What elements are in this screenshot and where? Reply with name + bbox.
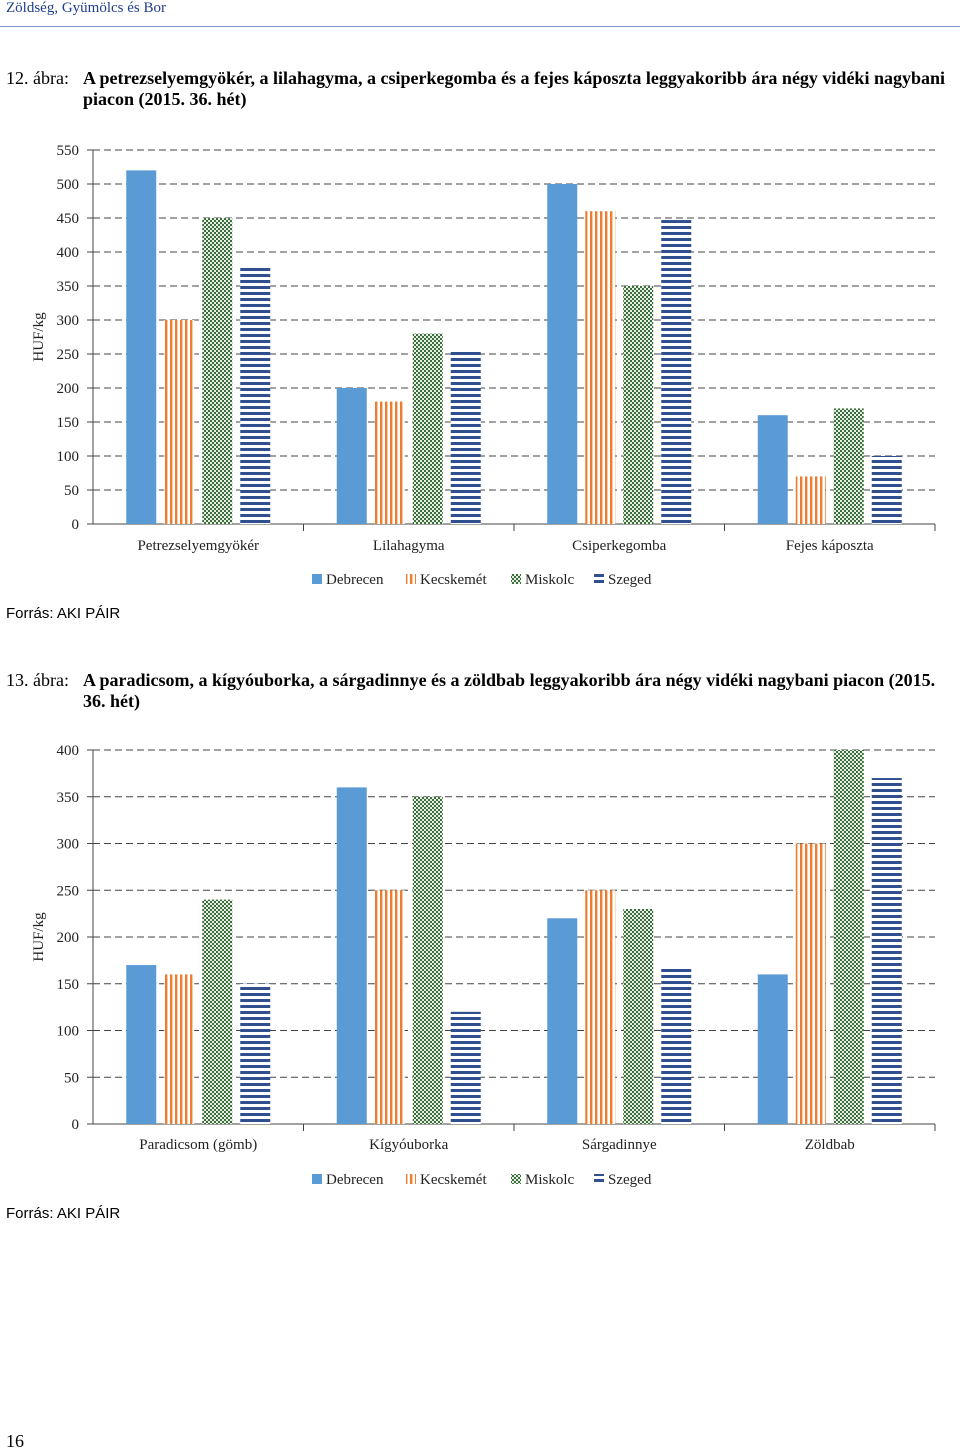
running-header: Zöldség, Gyümölcs és Bor bbox=[6, 0, 166, 16]
bar-lilahagyma-kecskemet bbox=[374, 401, 405, 524]
y-tick-label: 350 bbox=[57, 279, 80, 295]
y-tick-label: 400 bbox=[57, 743, 80, 759]
bar-petrezselyemgyoker-debrecen bbox=[126, 170, 157, 524]
legend-swatch-kecskemet bbox=[406, 574, 416, 584]
bar-kigyouborka-kecskemet bbox=[374, 890, 405, 1124]
x-tick-label: Fejes káposzta bbox=[786, 538, 874, 554]
x-tick-label: Kígyóuborka bbox=[369, 1137, 448, 1153]
x-tick-label: Zöldbab bbox=[805, 1137, 855, 1153]
legend-swatch-szeged bbox=[594, 1174, 604, 1184]
legend-entry-szeged: Szeged bbox=[608, 572, 652, 588]
y-axis-label: HUF/kg bbox=[31, 312, 47, 362]
legend-entry-debrecen: Debrecen bbox=[326, 572, 384, 588]
x-tick-label: Lilahagyma bbox=[373, 538, 445, 554]
legend-swatch-debrecen bbox=[312, 1174, 322, 1184]
y-tick-label: 50 bbox=[64, 483, 79, 499]
x-tick-label: Csiperkegomba bbox=[572, 538, 666, 554]
figure-13-source: Forrás: AKI PÁIR bbox=[6, 1205, 121, 1222]
x-tick-label: Paradicsom (gömb) bbox=[139, 1137, 257, 1153]
y-tick-label: 100 bbox=[57, 449, 80, 465]
y-tick-label: 500 bbox=[57, 177, 80, 193]
bar-zoldbab-debrecen bbox=[757, 974, 788, 1124]
figure-13-title: A paradicsom, a kígyóuborka, a sárgadinn… bbox=[83, 670, 936, 711]
bar-kigyouborka-miskolc bbox=[412, 796, 443, 1124]
bar-lilahagyma-szeged bbox=[450, 349, 481, 524]
y-tick-label: 400 bbox=[57, 245, 80, 261]
legend-entry-miskolc: Miskolc bbox=[525, 1172, 575, 1188]
figure-12-title: A petrezselyemgyökér, a lilahagyma, a cs… bbox=[83, 68, 945, 109]
legend-entry-miskolc: Miskolc bbox=[525, 572, 575, 588]
figure-12-source: Forrás: AKI PÁIR bbox=[6, 605, 121, 622]
bar-kigyouborka-szeged bbox=[450, 1011, 481, 1124]
bar-zoldbab-kecskemet bbox=[795, 843, 826, 1124]
y-tick-label: 50 bbox=[64, 1070, 79, 1086]
legend-entry-szeged: Szeged bbox=[608, 1172, 652, 1188]
y-tick-label: 300 bbox=[57, 313, 80, 329]
y-axis-label: HUF/kg bbox=[31, 912, 47, 962]
y-tick-label: 250 bbox=[57, 347, 80, 363]
legend-swatch-szeged bbox=[594, 574, 604, 584]
bar-kigyouborka-debrecen bbox=[336, 787, 367, 1124]
bar-fejes-kaposzta-debrecen bbox=[757, 415, 788, 524]
bar-fejes-kaposzta-szeged bbox=[871, 456, 902, 524]
bar-petrezselyemgyoker-miskolc bbox=[202, 218, 233, 524]
bar-sargadinnye-kecskemet bbox=[585, 890, 616, 1124]
y-tick-label: 550 bbox=[57, 143, 80, 159]
legend-swatch-kecskemet bbox=[406, 1174, 416, 1184]
chart-figure-12: 0 50 100 150 200 250 300 350 400 450 500 550 HUF/kg P… bbox=[31, 143, 936, 588]
bar-lilahagyma-miskolc bbox=[412, 333, 443, 524]
legend-swatch-miskolc bbox=[511, 1174, 521, 1184]
y-tick-label: 0 bbox=[72, 517, 80, 533]
legend-swatch-debrecen bbox=[312, 574, 322, 584]
bar-paradicsom-gomb-szeged bbox=[240, 983, 271, 1124]
y-tick-label: 450 bbox=[57, 211, 80, 227]
y-tick-label: 100 bbox=[57, 1024, 80, 1040]
bar-fejes-kaposzta-kecskemet bbox=[795, 476, 826, 524]
y-tick-label: 150 bbox=[57, 977, 80, 993]
bar-fejes-kaposzta-miskolc bbox=[833, 408, 864, 524]
y-tick-label: 150 bbox=[57, 415, 80, 431]
y-tick-label: 200 bbox=[57, 381, 80, 397]
figure-12-number: 12. ábra: bbox=[6, 68, 69, 88]
y-tick-label: 250 bbox=[57, 883, 80, 899]
bar-csiperkegomba-debrecen bbox=[547, 184, 578, 524]
bar-zoldbab-szeged bbox=[871, 778, 902, 1124]
bar-paradicsom-gomb-kecskemet bbox=[164, 974, 195, 1124]
y-tick-label: 200 bbox=[57, 930, 80, 946]
bar-csiperkegomba-kecskemet bbox=[585, 211, 616, 524]
bar-petrezselyemgyoker-szeged bbox=[240, 265, 271, 524]
legend-entry-debrecen: Debrecen bbox=[326, 1172, 384, 1188]
bar-sargadinnye-debrecen bbox=[547, 918, 578, 1124]
y-tick-label: 0 bbox=[72, 1117, 80, 1133]
y-tick-label: 300 bbox=[57, 837, 80, 853]
bar-petrezselyemgyoker-kecskemet bbox=[164, 320, 195, 524]
bar-lilahagyma-debrecen bbox=[336, 388, 367, 524]
x-tick-label: Petrezselyemgyökér bbox=[137, 538, 259, 554]
bar-csiperkegomba-miskolc bbox=[623, 286, 654, 524]
figure-13-number: 13. ábra: bbox=[6, 670, 69, 690]
x-tick-label: Sárgadinnye bbox=[582, 1137, 657, 1153]
legend-entry-kecskemet: Kecskemét bbox=[420, 1172, 487, 1188]
header-divider bbox=[0, 26, 960, 27]
bar-csiperkegomba-szeged bbox=[661, 220, 692, 524]
page-number: 16 bbox=[6, 1431, 24, 1451]
bar-sargadinnye-miskolc bbox=[623, 908, 654, 1124]
y-tick-label: 350 bbox=[57, 790, 80, 806]
legend-entry-kecskemet: Kecskemét bbox=[420, 572, 487, 588]
bar-paradicsom-gomb-debrecen bbox=[126, 965, 157, 1124]
bar-zoldbab-miskolc bbox=[833, 750, 864, 1124]
legend-swatch-miskolc bbox=[511, 574, 521, 584]
bar-sargadinnye-szeged bbox=[661, 966, 692, 1124]
bar-paradicsom-gomb-miskolc bbox=[202, 899, 233, 1124]
chart-figure-13: 0 50 100 150 200 250 300 350 400 HUF/kg Paradicsom… bbox=[31, 743, 936, 1188]
